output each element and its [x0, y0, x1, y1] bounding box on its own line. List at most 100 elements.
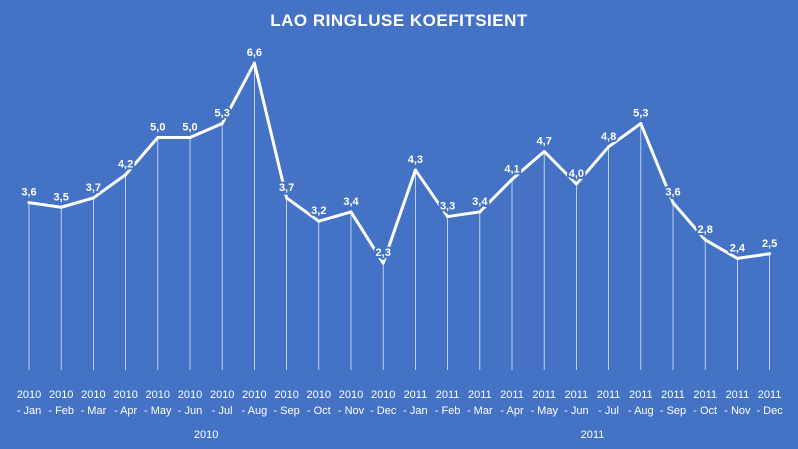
- data-label: 3,2: [311, 205, 326, 217]
- series-line: [27, 61, 772, 265]
- data-label: 4,3: [408, 154, 423, 166]
- data-point: [703, 238, 707, 242]
- data-point: [639, 122, 643, 126]
- data-label: 3,4: [343, 196, 359, 208]
- x-tick-label-year: 2010: [146, 389, 170, 401]
- x-tick-label-month: - Nov: [338, 405, 365, 417]
- data-label: 2,4: [730, 242, 746, 254]
- data-point: [59, 205, 63, 209]
- data-label: 5,0: [150, 122, 165, 134]
- x-axis-group-labels: 2010 2011: [194, 429, 604, 441]
- x-tick-label-year: 2011: [565, 389, 589, 401]
- data-point: [349, 210, 353, 214]
- data-point: [124, 173, 128, 177]
- data-label: 3,3: [440, 201, 455, 213]
- x-tick-label-year: 2010: [274, 389, 298, 401]
- data-label: 2,8: [698, 224, 713, 236]
- x-tick-label-month: - Jul: [212, 405, 233, 417]
- x-tick-label-month: - Sep: [660, 405, 686, 417]
- x-tick-label-year: 2011: [693, 389, 717, 401]
- data-point: [768, 252, 772, 256]
- x-tick-label-year: 2011: [726, 389, 750, 401]
- data-point: [381, 261, 385, 265]
- x-group-label: 2010: [194, 429, 218, 441]
- x-tick-label-month: - Feb: [48, 405, 74, 417]
- data-point: [188, 136, 192, 139]
- data-label: 4,2: [118, 159, 133, 171]
- data-point: [413, 168, 417, 172]
- x-group-label: 2011: [581, 429, 605, 441]
- data-point: [542, 149, 546, 153]
- data-label: 5,0: [182, 122, 197, 134]
- data-label: 4,7: [537, 135, 552, 147]
- data-point: [574, 182, 578, 186]
- x-tick-label-year: 2011: [629, 389, 653, 401]
- x-tick-label-month: - Aug: [242, 405, 268, 417]
- data-label: 3,4: [472, 196, 488, 208]
- data-label: 4,1: [504, 163, 519, 175]
- data-point: [156, 136, 160, 139]
- x-tick-label-month: - Apr: [500, 405, 524, 417]
- data-point: [735, 256, 739, 260]
- data-label: 4,0: [569, 168, 584, 180]
- x-tick-label-month: - Sep: [273, 405, 299, 417]
- x-tick-label-year: 2010: [242, 389, 266, 401]
- data-point: [285, 196, 289, 200]
- data-point: [220, 122, 224, 126]
- data-point: [671, 201, 675, 205]
- data-label: 3,6: [21, 187, 36, 199]
- x-tick-label-month: - Jun: [564, 405, 588, 417]
- x-tick-label-month: - Jun: [178, 405, 202, 417]
- data-label: 2,3: [376, 247, 391, 259]
- x-tick-label-year: 2011: [500, 389, 524, 401]
- data-label: 5,3: [633, 108, 648, 120]
- x-tick-label-year: 2011: [404, 389, 428, 401]
- x-tick-label-month: - Apr: [114, 405, 138, 417]
- x-tick-label-year: 2010: [307, 389, 331, 401]
- x-tick-label-year: 2010: [49, 389, 73, 401]
- x-tick-label-month: - Oct: [693, 405, 717, 417]
- data-point: [478, 210, 482, 214]
- x-tick-label-year: 2010: [178, 389, 202, 401]
- x-tick-label-year: 2010: [113, 389, 137, 401]
- data-point: [317, 219, 321, 223]
- x-tick-label-month: - Mar: [81, 405, 107, 417]
- x-tick-label-month: - Mar: [467, 405, 493, 417]
- data-label: 4,8: [601, 131, 616, 143]
- x-tick-label-month: - Feb: [435, 405, 461, 417]
- data-label: 6,6: [247, 47, 262, 59]
- data-point: [510, 177, 514, 181]
- data-point: [91, 196, 95, 200]
- data-label: 3,6: [665, 187, 680, 199]
- x-axis-tick-labels: 2010 - Jan 2010 - Feb 2010 - Mar 2010 - Apr 2010…: [17, 389, 783, 417]
- x-tick-label-year: 2010: [210, 389, 234, 401]
- x-tick-label-year: 2011: [436, 389, 460, 401]
- x-tick-label-year: 2011: [597, 389, 621, 401]
- data-label: 3,7: [279, 182, 294, 194]
- chart-title: LAO RINGLUSE KOEFITSIENT: [270, 11, 528, 30]
- x-tick-label-year: 2011: [661, 389, 685, 401]
- x-tick-label-month: - May: [144, 405, 172, 417]
- data-point: [252, 61, 256, 65]
- x-tick-label-year: 2011: [468, 389, 492, 401]
- x-tick-label-month: - Dec: [756, 405, 783, 417]
- data-labels: 3,6 3,5 3,7 4,2 5,0 5,0 5,3 6,6 3,7 3,2 3,4 2,3 4,3 3…: [19, 45, 779, 261]
- x-tick-label-month: - Nov: [724, 405, 751, 417]
- data-label: 3,5: [54, 191, 69, 203]
- x-tick-label-month: - May: [530, 405, 558, 417]
- data-point: [446, 215, 450, 219]
- x-tick-label-month: - Jan: [17, 405, 41, 417]
- x-tick-label-month: - Aug: [628, 405, 654, 417]
- x-tick-label-year: 2010: [17, 389, 41, 401]
- data-point: [607, 145, 611, 149]
- x-tick-label-month: - Jul: [598, 405, 619, 417]
- series-group: [27, 61, 772, 265]
- drop-lines: [28, 63, 770, 370]
- x-tick-label-month: - Dec: [370, 405, 397, 417]
- x-tick-label-month: - Jan: [403, 405, 427, 417]
- x-tick-label-year: 2011: [758, 389, 782, 401]
- data-label: 2,5: [762, 238, 777, 250]
- x-tick-label-year: 2011: [532, 389, 556, 401]
